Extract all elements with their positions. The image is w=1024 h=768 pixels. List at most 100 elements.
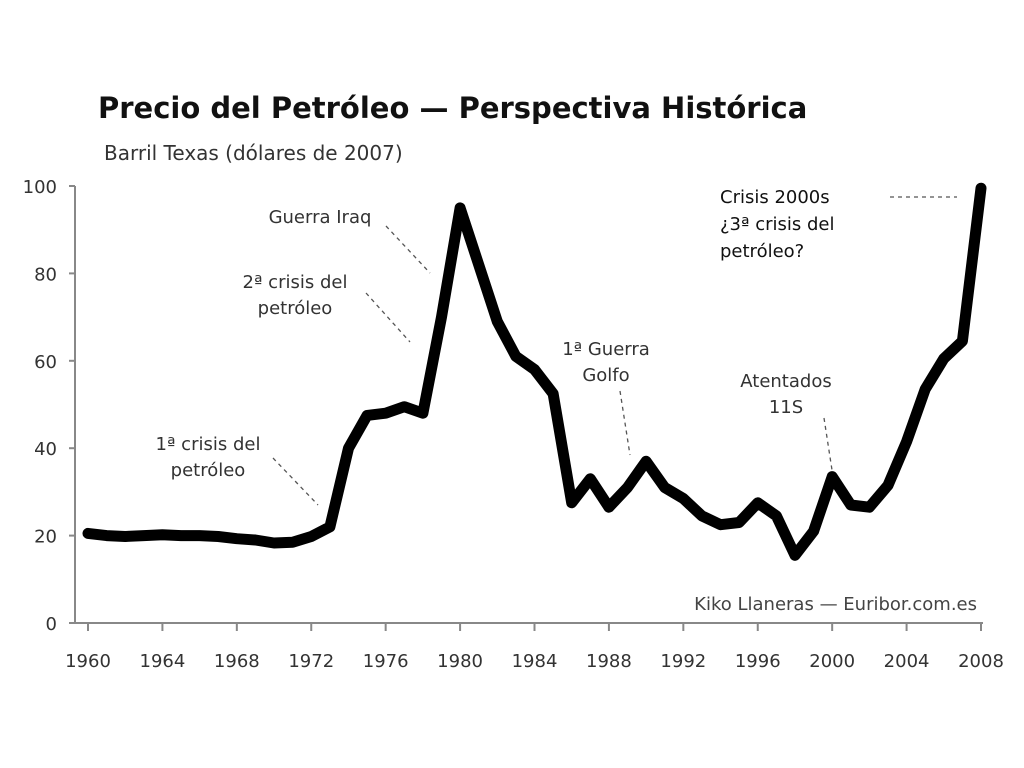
data-point bbox=[831, 475, 834, 478]
data-point bbox=[607, 506, 610, 509]
annotation-text-line: 1ª Guerra bbox=[562, 339, 650, 360]
data-point bbox=[533, 368, 536, 371]
data-point bbox=[273, 542, 275, 544]
x-tick-label: 1964 bbox=[140, 651, 186, 672]
x-tick-label: 1984 bbox=[512, 651, 558, 672]
x-tick-label: 1996 bbox=[735, 651, 781, 672]
annotation-gulf-war: 1ª Guerra Golfo bbox=[562, 339, 650, 456]
x-tick-label: 1960 bbox=[65, 651, 111, 672]
data-point bbox=[849, 504, 852, 506]
data-point bbox=[217, 535, 220, 538]
data-point bbox=[645, 460, 648, 463]
oil-price-series-line bbox=[82, 182, 987, 561]
data-point bbox=[924, 388, 927, 391]
y-tick-label: 20 bbox=[34, 527, 57, 548]
data-point bbox=[384, 412, 387, 415]
annotation-text-line: Atentados bbox=[740, 371, 831, 392]
data-point bbox=[161, 533, 164, 536]
data-point bbox=[663, 486, 666, 489]
data-point bbox=[421, 412, 424, 415]
data-point bbox=[812, 530, 815, 533]
annotation-text-line: 2ª crisis del bbox=[243, 272, 348, 293]
annotation-text-line: Crisis 2000s bbox=[720, 187, 830, 208]
data-point bbox=[905, 440, 908, 443]
annotation-leader-line bbox=[385, 225, 431, 274]
data-point bbox=[87, 532, 89, 535]
data-point bbox=[794, 554, 796, 557]
data-point bbox=[477, 263, 480, 266]
x-tick-label: 2004 bbox=[884, 651, 930, 672]
y-tick-label: 100 bbox=[23, 177, 57, 198]
annotation-9-11: Atentados 11S bbox=[740, 371, 833, 471]
y-tick-label: 60 bbox=[34, 352, 57, 373]
data-point bbox=[180, 534, 182, 537]
annotation-1st-oil-crisis: 1ª crisis del petróleo bbox=[156, 434, 319, 506]
annotation-text-line: ¿3ª crisis del bbox=[720, 214, 835, 235]
series-group bbox=[82, 182, 987, 561]
data-point bbox=[570, 501, 573, 504]
annotation-text-line: Golfo bbox=[582, 365, 629, 386]
data-point bbox=[328, 525, 331, 528]
data-point bbox=[403, 405, 406, 408]
annotation-leader-line bbox=[823, 417, 833, 471]
annotation-text-line: 11S bbox=[769, 397, 803, 418]
data-point bbox=[756, 501, 759, 504]
data-point bbox=[700, 514, 703, 517]
data-point bbox=[105, 534, 108, 537]
data-point bbox=[961, 340, 964, 343]
annotation-text-line: Guerra Iraq bbox=[269, 207, 372, 228]
data-point bbox=[552, 392, 555, 395]
axes bbox=[69, 185, 983, 631]
data-point bbox=[719, 523, 722, 526]
x-tick-label: 2008 bbox=[958, 651, 1004, 672]
x-tick-label: 1968 bbox=[214, 651, 260, 672]
data-point bbox=[291, 541, 294, 544]
annotation-text-line: petróleo bbox=[258, 298, 333, 319]
data-point bbox=[198, 534, 201, 537]
annotation-text-line: 1ª crisis del bbox=[156, 434, 261, 455]
annotation-leader-line bbox=[619, 390, 631, 456]
data-point bbox=[980, 187, 982, 190]
data-point bbox=[235, 537, 238, 540]
data-point bbox=[142, 534, 145, 537]
tick-labels: 0 20 40 60 80 100 1960 1964 1968 1972 1976 1980 1984… bbox=[23, 177, 1004, 672]
annotations: 1ª crisis del petróleo 2ª crisis del petról… bbox=[156, 187, 957, 506]
data-point bbox=[347, 447, 350, 450]
annotation-text-line: petróleo bbox=[171, 460, 246, 481]
data-point bbox=[459, 206, 462, 209]
annotation-leader-line bbox=[365, 292, 411, 343]
x-tick-label: 1972 bbox=[288, 651, 334, 672]
data-point bbox=[775, 514, 778, 517]
data-point bbox=[868, 506, 871, 509]
annotation-2nd-oil-crisis: 2ª crisis del petróleo bbox=[243, 272, 411, 343]
credit-label: Kiko Llaneras — Euribor.com.es bbox=[694, 594, 977, 615]
chart-subtitle: Barril Texas (dólares de 2007) bbox=[104, 141, 403, 165]
y-tick-label: 0 bbox=[46, 614, 57, 635]
annotation-text-line: petróleo? bbox=[720, 241, 804, 262]
chart-title: Precio del Petróleo — Perspectiva Histór… bbox=[98, 91, 807, 125]
data-point bbox=[626, 486, 629, 489]
data-point bbox=[310, 535, 313, 538]
data-point bbox=[589, 477, 592, 480]
x-tick-label: 2000 bbox=[809, 651, 855, 672]
y-tick-label: 80 bbox=[34, 264, 57, 285]
annotation-2000s-crisis: Crisis 2000s ¿3ª crisis del petróleo? bbox=[720, 187, 957, 262]
data-point bbox=[254, 539, 257, 541]
y-tick-label: 40 bbox=[34, 439, 57, 460]
data-point bbox=[514, 355, 517, 358]
data-point bbox=[887, 484, 889, 487]
x-tick-label: 1992 bbox=[660, 651, 706, 672]
annotation-iraq-war: Guerra Iraq bbox=[269, 207, 431, 274]
annotation-leader-line bbox=[272, 457, 319, 506]
x-tick-label: 1988 bbox=[586, 651, 632, 672]
x-tick-label: 1976 bbox=[363, 651, 409, 672]
data-point bbox=[682, 497, 685, 500]
x-tick-label: 1980 bbox=[437, 651, 483, 672]
data-point bbox=[738, 521, 741, 524]
data-point bbox=[440, 316, 443, 319]
data-point bbox=[366, 414, 369, 417]
data-point bbox=[942, 357, 945, 360]
data-point bbox=[124, 535, 127, 538]
data-point bbox=[496, 320, 499, 323]
